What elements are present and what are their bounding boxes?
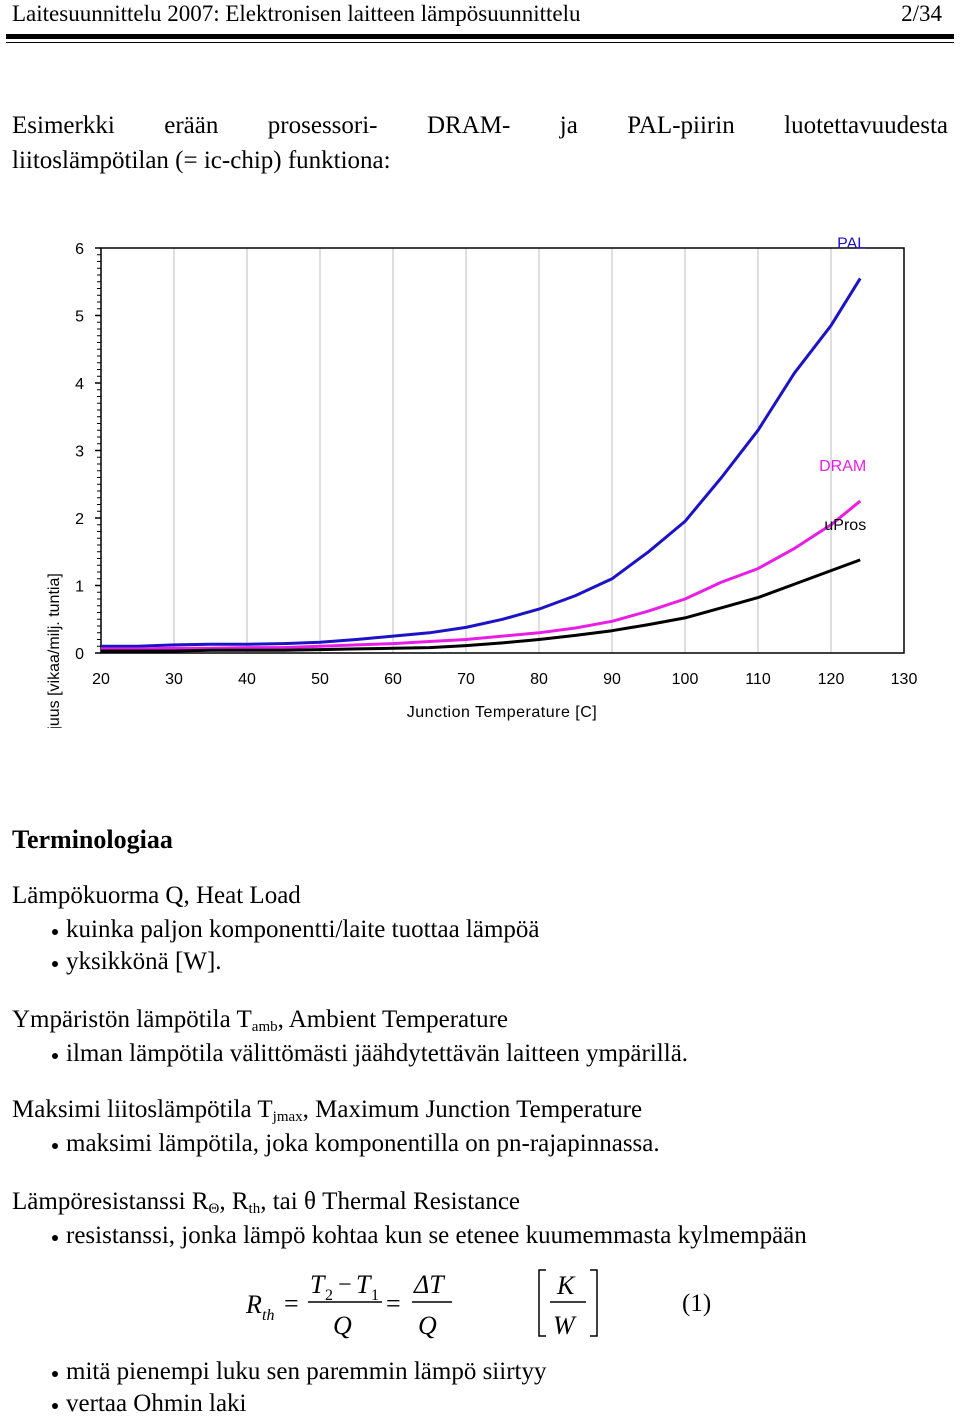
- y-axis-label: Vikataajuus [vikaa/milj. tuntia]: [46, 573, 63, 728]
- y-tick-label: 0: [75, 646, 84, 663]
- thermal-resistance-title: Lämpöresistanssi RΘ, Rth, tai θ Thermal …: [12, 1186, 520, 1218]
- chart-series: [101, 277, 862, 653]
- intro-word: erään: [164, 112, 219, 139]
- formula-t2: T: [310, 1270, 326, 1299]
- x-tick-label: 130: [891, 671, 918, 688]
- formula-minus: −: [338, 1272, 352, 1298]
- intro-line-1: Esimerkki erään prosessori- DRAM-ja PAL-piir…: [12, 108, 948, 143]
- junction-suffix: , Maximum Junction Temperature: [302, 1096, 643, 1123]
- equation-number: (1): [682, 1290, 711, 1317]
- bracket-right: [590, 1269, 598, 1337]
- y-tick-label: 6: [75, 241, 84, 258]
- header-rule-thin: [6, 42, 954, 43]
- ambient-subscript: amb: [251, 1019, 278, 1035]
- x-tick-label: 100: [672, 671, 699, 688]
- ambient-prefix: Ympäristön lämpötila T: [12, 1006, 252, 1033]
- bracket-left: [538, 1269, 546, 1337]
- series-line-upros: [101, 558, 861, 653]
- x-axis-label: Junction Temperature [C]: [407, 704, 597, 721]
- series-label-dram: DRAM: [819, 458, 866, 475]
- intro-word: prosessori-: [267, 112, 378, 139]
- series-line-dram: [101, 499, 862, 651]
- header-rule-thick: [6, 34, 954, 39]
- y-tick-label: 3: [75, 444, 84, 461]
- thermal-suffix: , tai θ Thermal Resistance: [260, 1188, 521, 1215]
- heat-load-title: Lämpökuorma Q, Heat Load: [12, 882, 301, 909]
- formula-w: W: [553, 1311, 577, 1340]
- intro-word: DRAM-: [426, 112, 511, 139]
- formula-eq1: =: [284, 1289, 299, 1318]
- formula-th: th: [262, 1307, 274, 1324]
- junction-temperature-title: Maksimi liitoslämpötila Tjmax, Maximum J…: [12, 1094, 642, 1126]
- x-tick-label: 50: [311, 671, 329, 688]
- formula-sub-1: 1: [371, 1287, 379, 1304]
- x-tick-label: 110: [745, 671, 771, 688]
- junction-prefix: Maksimi liitoslämpötila T: [12, 1096, 273, 1123]
- chart-grid: [173, 248, 832, 653]
- y-tick-label: 1: [75, 579, 84, 596]
- x-axis-ticks: 20 30 40 50 60 70 80 90 100 110 120 130: [92, 671, 917, 688]
- intro-paragraph: Esimerkki erään prosessori- DRAM-ja PAL-piir…: [12, 108, 948, 178]
- failure-rate-chart: 0 1 2 3 4 5 6 20 30 40 50 60 70 80 90 100 110 120 130 PAL…: [46, 235, 917, 728]
- intro-word: luotettavuudesta: [784, 112, 948, 139]
- series-labels: PAL DRAM uPros: [819, 235, 866, 533]
- formula-k: K: [556, 1271, 576, 1300]
- thermal-mid: , R: [219, 1188, 249, 1215]
- x-tick-label: 20: [92, 671, 110, 688]
- x-tick-label: 120: [818, 671, 845, 688]
- list-item: ilman lämpötila välittömästi jäähdytettä…: [51, 1038, 688, 1070]
- plot-area-frame: [100, 247, 905, 654]
- x-tick-label: 90: [603, 671, 621, 688]
- formula-q2: Q: [418, 1311, 437, 1340]
- x-tick-label: 70: [457, 671, 475, 688]
- intro-word: Esimerkki: [12, 112, 115, 139]
- series-label-pal: PAL: [837, 235, 866, 252]
- series-line-pal: [101, 277, 862, 648]
- list-item: maksimi lämpötila, joka komponentilla on…: [52, 1128, 660, 1160]
- junction-subscript: jmax: [272, 1109, 303, 1125]
- x-tick-label: 60: [384, 671, 402, 688]
- x-tick-label: 30: [165, 671, 183, 688]
- list-item: vertaa Ohmin laki: [52, 1388, 247, 1420]
- list-item: resistanssi, jonka lämpö kohtaa kun se e…: [52, 1220, 807, 1252]
- terminology-heading: Terminologiaa: [12, 825, 173, 854]
- thermal-prefix: Lämpöresistanssi R: [12, 1188, 209, 1215]
- intro-word: PAL-piirin: [627, 112, 735, 139]
- intro-word: ja: [559, 112, 578, 139]
- thermal-subscript-theta: Θ: [208, 1201, 220, 1217]
- formula-r: R: [245, 1290, 262, 1319]
- formula-t1: T: [356, 1270, 372, 1299]
- formula-delta-t: ΔT: [413, 1270, 445, 1299]
- page-header: Laitesuunnittelu 2007: Elektronisen lait…: [12, 0, 948, 28]
- series-label-upros: uPros: [824, 517, 866, 534]
- thermal-resistance-formula: R th = T 2 − T 1 Q = ΔT Q K W (1): [240, 1266, 730, 1346]
- formula-eq2: =: [386, 1289, 401, 1318]
- y-axis-ticks: 0 1 2 3 4 5 6: [75, 241, 101, 663]
- intro-line-2: liitoslämpötilan (= ic-chip) funktiona:: [12, 147, 391, 174]
- formula-sub-2: 2: [325, 1287, 333, 1304]
- ambient-suffix: , Ambient Temperature: [277, 1006, 508, 1033]
- list-item: yksikkönä [W].: [52, 946, 222, 978]
- list-item: mitä pienempi luku sen paremmin lämpö si…: [51, 1356, 546, 1388]
- y-tick-label: 2: [75, 511, 84, 528]
- formula-q1: Q: [333, 1311, 352, 1340]
- list-item: kuinka paljon komponentti/laite tuottaa …: [52, 914, 540, 946]
- ambient-temperature-title: Ympäristön lämpötila Tamb, Ambient Tempe…: [12, 1004, 508, 1036]
- page-number: 2/34: [901, 1, 942, 26]
- thermal-subscript-th: th: [248, 1201, 261, 1217]
- header-title: Laitesuunnittelu 2007: Elektronisen lait…: [12, 1, 581, 26]
- y-tick-label: 4: [75, 376, 84, 393]
- y-tick-label: 5: [75, 309, 84, 326]
- x-tick-label: 80: [530, 671, 548, 688]
- x-tick-label: 40: [238, 671, 256, 688]
